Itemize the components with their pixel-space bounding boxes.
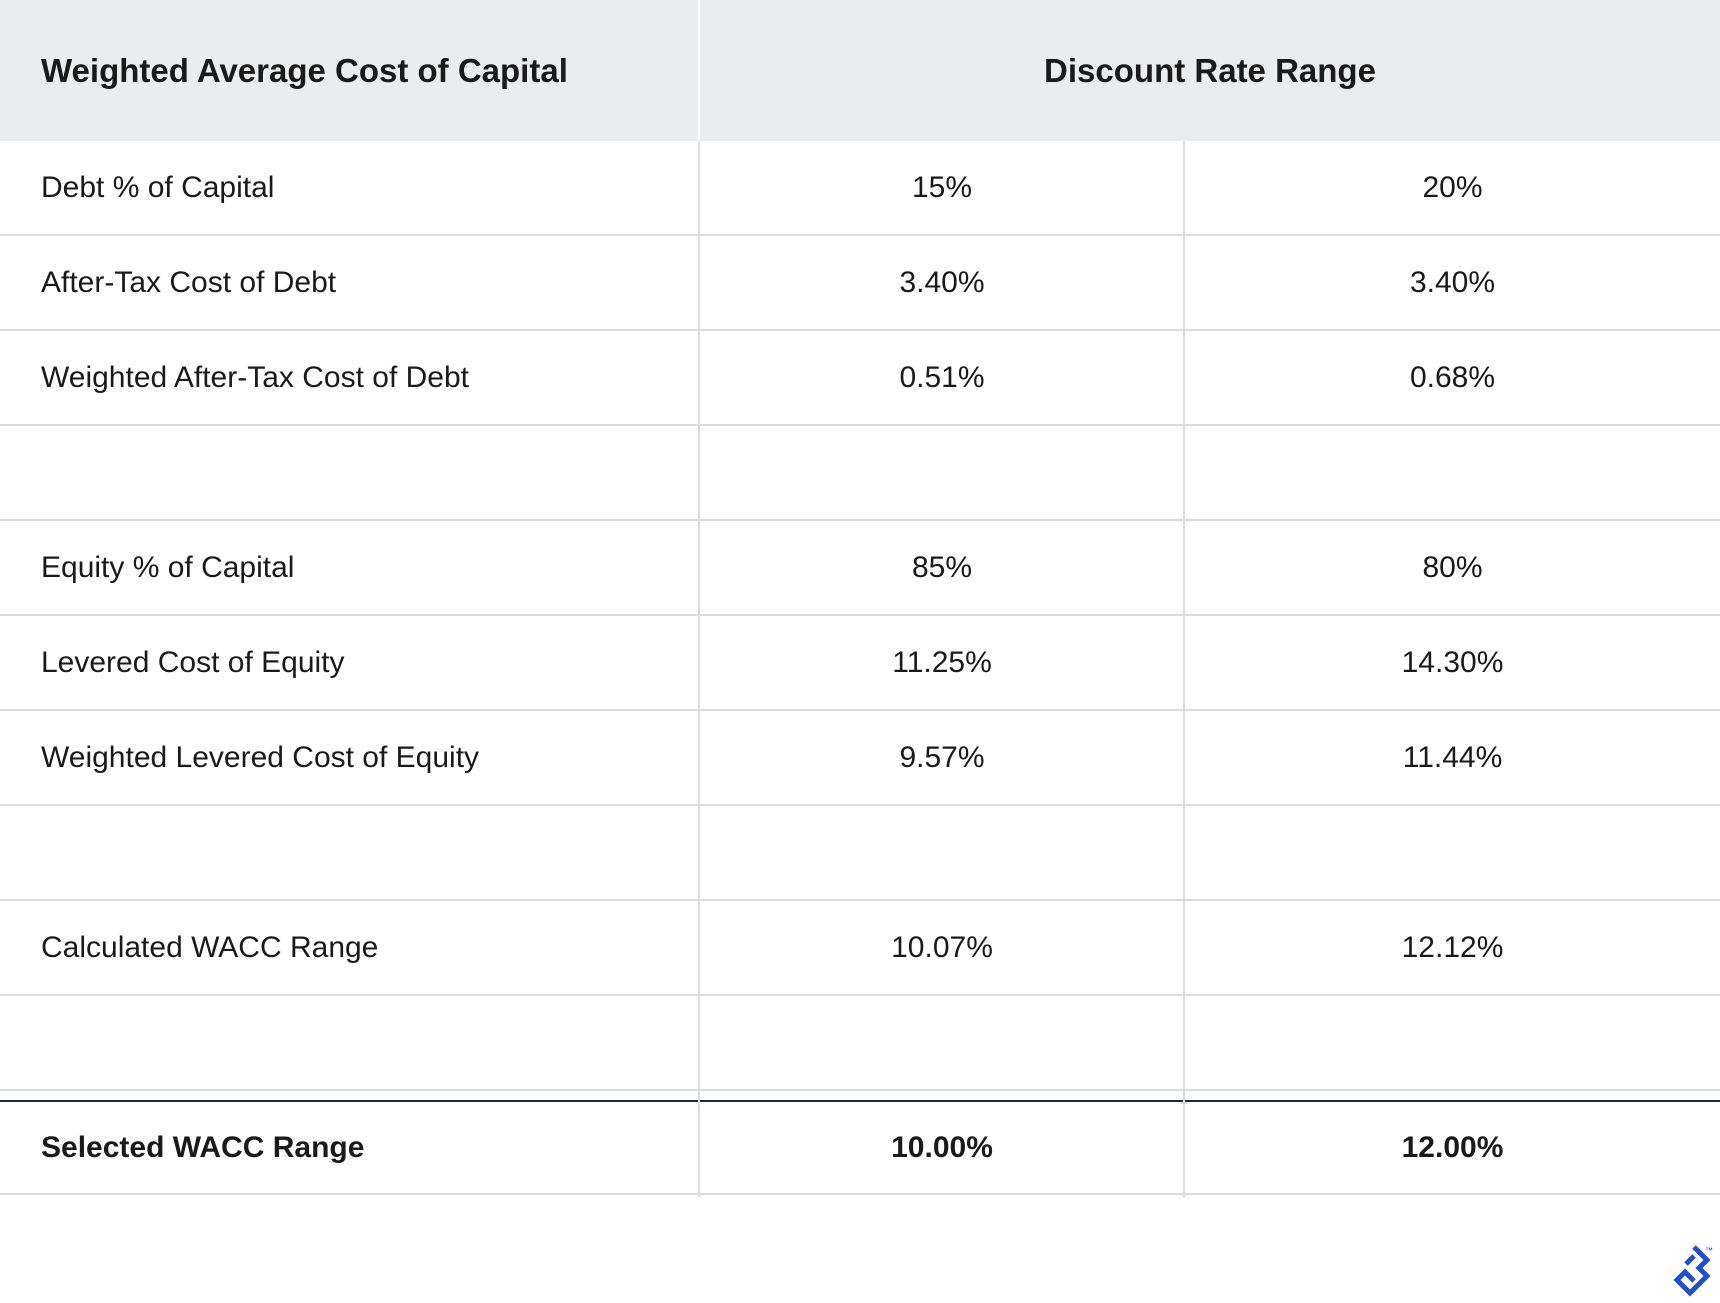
table-row-spacer (0, 806, 1720, 901)
row-label: After-Tax Cost of Debt (41, 266, 337, 299)
row-low-value: 15% (911, 171, 973, 204)
row-high-value: 80% (1422, 551, 1483, 584)
row-high-value: 20% (1422, 171, 1483, 204)
trademark-mark: ™ (1705, 1246, 1713, 1255)
table-row-spacer (0, 426, 1720, 521)
row-low-value (700, 806, 1184, 899)
row-low-value (700, 996, 1184, 1089)
row-low-value: 9.57% (899, 741, 985, 774)
row-label: Selected WACC Range (41, 1131, 365, 1164)
header-discount-rate-range: Discount Rate Range (1044, 52, 1376, 89)
table-row-weighted-levered-cost-of-equity: Weighted Levered Cost of Equity 9.57% 11… (0, 711, 1720, 806)
row-label: Calculated WACC Range (41, 931, 379, 964)
row-label: Equity % of Capital (41, 551, 295, 584)
row-high-value: 11.44% (1402, 741, 1503, 774)
table-row-selected-wacc-range: Selected WACC Range 10.00% 12.00% (0, 1100, 1720, 1195)
table-row-calculated-wacc-range: Calculated WACC Range 10.07% 12.12% (0, 901, 1720, 996)
row-low-value: 11.25% (892, 646, 992, 679)
table-row-spacer (0, 996, 1720, 1091)
row-high-value (1185, 996, 1720, 1089)
header-divider (698, 0, 700, 141)
table-row-debt-pct: Debt % of Capital 15% 20% (0, 141, 1720, 236)
row-label: Weighted After-Tax Cost of Debt (41, 361, 469, 394)
row-low-value: 10.00% (891, 1131, 993, 1164)
table-header: Weighted Average Cost of Capital Discoun… (0, 0, 1720, 141)
column-divider-right (1183, 141, 1185, 1197)
row-low-value: 85% (911, 551, 973, 584)
row-low-value: 0.51% (899, 361, 985, 394)
table-row-levered-cost-of-equity: Levered Cost of Equity 11.25% 14.30% (0, 616, 1720, 711)
row-high-value: 14.30% (1401, 646, 1504, 679)
row-label: Weighted Levered Cost of Equity (41, 741, 480, 774)
column-divider-left (698, 141, 700, 1197)
row-label: Levered Cost of Equity (41, 646, 345, 679)
row-high-value: 3.40% (1409, 266, 1496, 299)
table-row-after-tax-cost-of-debt: After-Tax Cost of Debt 3.40% 3.40% (0, 236, 1720, 331)
row-label: Debt % of Capital (41, 171, 275, 204)
header-wacc-title: Weighted Average Cost of Capital (41, 52, 568, 89)
row-high-value: 12.00% (1401, 1131, 1504, 1164)
row-low-value (700, 426, 1184, 519)
row-low-value: 10.07% (891, 931, 993, 964)
row-low-value: 3.40% (899, 266, 985, 299)
row-high-value (1185, 806, 1720, 899)
row-high-value: 0.68% (1409, 361, 1496, 394)
row-high-value (1185, 426, 1720, 519)
table-row-equity-pct: Equity % of Capital 85% 80% (0, 521, 1720, 616)
toptal-logo-icon: ™ (1672, 1244, 1716, 1298)
table-row-weighted-after-tax-cost-of-debt: Weighted After-Tax Cost of Debt 0.51% 0.… (0, 331, 1720, 426)
row-high-value: 12.12% (1401, 931, 1504, 964)
